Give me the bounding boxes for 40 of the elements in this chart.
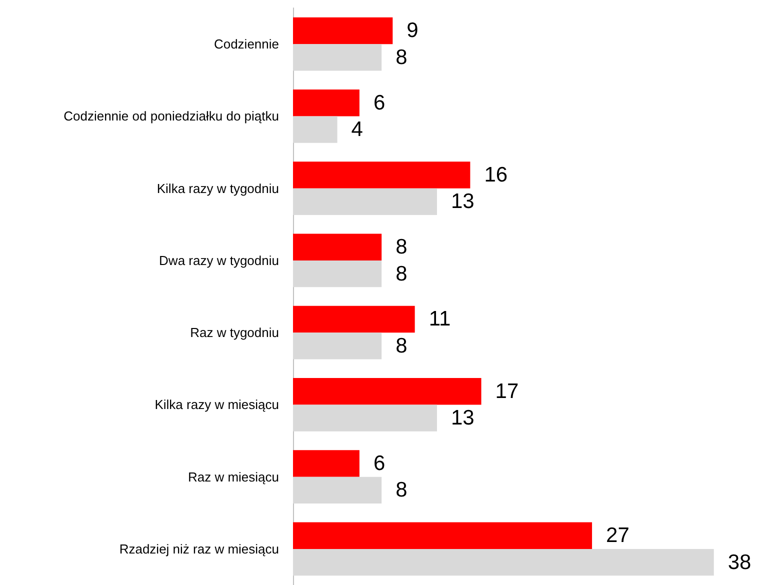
y-tick-label: Kilka razy w tygodniu bbox=[156, 180, 279, 196]
data-label: 16 bbox=[484, 163, 508, 186]
bar bbox=[293, 450, 360, 477]
y-tick-label: Codziennie od poniedziałku do piątku bbox=[64, 108, 279, 124]
y-tick-label: Rzadziej niż raz w miesiącu bbox=[119, 541, 279, 556]
bar bbox=[293, 476, 382, 504]
y-tick-label: Dwa razy w tygodniu bbox=[159, 252, 279, 268]
bar bbox=[293, 162, 470, 188]
data-label: 17 bbox=[495, 380, 519, 403]
data-label: 13 bbox=[450, 190, 474, 214]
data-label: 27 bbox=[606, 524, 630, 548]
data-label: 4 bbox=[351, 118, 364, 142]
data-label: 13 bbox=[450, 406, 474, 430]
bar bbox=[293, 404, 437, 432]
data-label: 8 bbox=[396, 478, 408, 502]
data-label: 6 bbox=[373, 452, 386, 475]
data-label: 8 bbox=[396, 46, 408, 69]
bar bbox=[293, 332, 382, 360]
y-tick-label: Codziennie bbox=[214, 36, 279, 52]
bar bbox=[293, 260, 382, 288]
data-label: 11 bbox=[428, 308, 451, 331]
data-label: 9 bbox=[406, 19, 418, 42]
bar bbox=[293, 522, 592, 549]
y-tick-label: Kilka razy w miesiącu bbox=[154, 397, 279, 412]
bar bbox=[293, 116, 338, 143]
bar bbox=[293, 90, 360, 116]
bar bbox=[293, 378, 482, 405]
y-tick-label: Raz w miesiącu bbox=[188, 469, 279, 484]
y-tick-label: Raz w tygodniu bbox=[190, 325, 279, 340]
data-label: 6 bbox=[373, 91, 386, 114]
data-label: 8 bbox=[396, 334, 408, 358]
data-label: 8 bbox=[396, 262, 408, 286]
bar bbox=[293, 306, 415, 333]
bar bbox=[293, 234, 382, 260]
bar bbox=[293, 188, 437, 215]
bar bbox=[293, 548, 714, 576]
bar bbox=[293, 44, 382, 71]
data-label: 38 bbox=[728, 550, 752, 574]
data-label: 8 bbox=[396, 236, 408, 259]
bar bbox=[293, 17, 393, 44]
